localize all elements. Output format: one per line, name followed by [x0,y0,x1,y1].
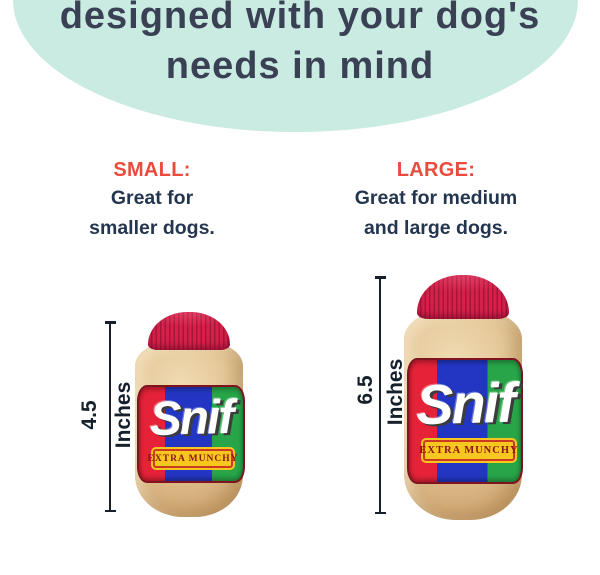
brand-logo-text: Snif [415,370,515,437]
jar-lid [417,275,509,319]
large-size-desc-line1: Great for medium [354,187,518,209]
small-size-info: SMALL: Great for smaller dogs. [42,157,262,243]
large-size-desc-line2: and large dogs. [363,217,509,239]
large-jar-photo: Snif EXTRA MUNCHY [404,275,523,520]
large-size-title: LARGE: [396,159,476,181]
large-size-info: LARGE: Great for medium and large dogs. [326,157,546,243]
small-size-desc-line1: Great for [110,187,194,209]
jar-label: Snif EXTRA MUNCHY [407,358,523,484]
small-measure-line [104,321,116,512]
large-measure-line [374,276,386,514]
jar-label: Snif EXTRA MUNCHY [137,385,245,483]
tagline-badge: EXTRA MUNCHY [419,440,518,461]
large-measure-value: 6.5 [354,375,377,405]
tagline-badge: EXTRA MUNCHY [148,449,237,468]
brand-logo-text: Snif [148,390,233,447]
small-measure-unit: Inches [112,381,135,449]
header-title-line2: needs in mind [165,45,435,87]
small-size-desc-line2: smaller dogs. [89,217,215,239]
small-size-title: SMALL: [113,159,191,181]
small-measure-value: 4.5 [78,400,101,430]
jar-lid [148,312,230,350]
header-title-line1: designed with your dog's [59,0,541,37]
small-jar-photo: Snif EXTRA MUNCHY [135,312,245,517]
header-title: designed with your dog's needs in mind [0,0,600,91]
